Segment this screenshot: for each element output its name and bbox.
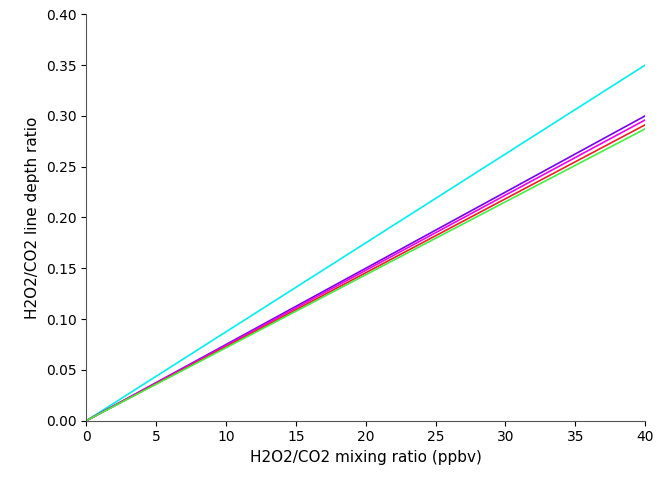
am = 5.0 xyxy=(348,273,356,279)
am = 3.0 xyxy=(628,129,636,135)
am = 4.0 xyxy=(540,171,548,177)
am = 3.0 xyxy=(348,277,356,283)
am = 3.0 xyxy=(540,175,548,181)
Y-axis label: H2O2/CO2 line depth ratio: H2O2/CO2 line depth ratio xyxy=(25,116,41,319)
am = 5.0 xyxy=(540,168,548,174)
am = 3.0 xyxy=(385,258,393,263)
am = 4.0 xyxy=(348,275,356,281)
am = 4.0 xyxy=(82,418,90,424)
am = 1.0 xyxy=(348,249,356,255)
Line: am = 2.0: am = 2.0 xyxy=(86,129,645,421)
Line: am = 4.0: am = 4.0 xyxy=(86,120,645,421)
am = 1.0 xyxy=(540,126,548,132)
X-axis label: H2O2/CO2 mixing ratio (ppbv): H2O2/CO2 mixing ratio (ppbv) xyxy=(250,450,481,465)
am = 4.0 xyxy=(351,273,359,279)
am = 1.0 xyxy=(641,62,649,68)
am = 2.0 xyxy=(82,418,90,424)
Line: am = 5.0: am = 5.0 xyxy=(86,116,645,421)
am = 1.0 xyxy=(628,71,636,76)
am = 4.0 xyxy=(641,117,649,123)
am = 5.0 xyxy=(351,271,359,277)
am = 2.0 xyxy=(628,133,636,139)
am = 4.0 xyxy=(628,124,636,130)
am = 2.0 xyxy=(385,260,393,266)
Line: am = 3.0: am = 3.0 xyxy=(86,125,645,421)
am = 4.0 xyxy=(415,239,423,245)
am = 5.0 xyxy=(82,418,90,424)
am = 1.0 xyxy=(415,206,423,212)
am = 2.0 xyxy=(351,277,359,283)
am = 5.0 xyxy=(385,253,393,259)
am = 3.0 xyxy=(351,275,359,281)
am = 3.0 xyxy=(415,242,423,248)
am = 3.0 xyxy=(641,122,649,128)
am = 5.0 xyxy=(628,120,636,126)
am = 2.0 xyxy=(641,126,649,132)
am = 5.0 xyxy=(415,237,423,242)
am = 4.0 xyxy=(385,255,393,261)
am = 5.0 xyxy=(641,113,649,119)
Line: am = 1.0: am = 1.0 xyxy=(86,65,645,421)
am = 2.0 xyxy=(348,279,356,285)
am = 2.0 xyxy=(540,179,548,185)
am = 1.0 xyxy=(385,226,393,231)
am = 3.0 xyxy=(82,418,90,424)
am = 2.0 xyxy=(415,244,423,250)
am = 1.0 xyxy=(82,418,90,424)
am = 1.0 xyxy=(351,247,359,252)
